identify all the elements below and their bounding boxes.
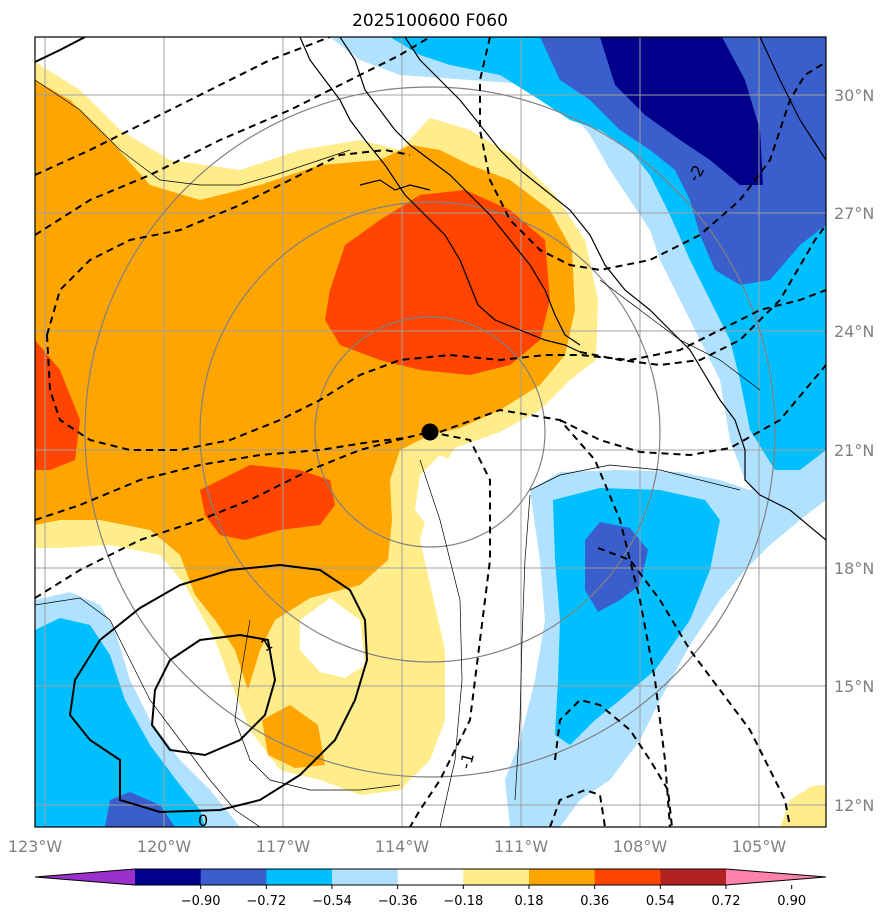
map-plot-area: 0 1 -1 -2: [35, 37, 826, 830]
lon-label-117w: 117°W: [256, 837, 311, 856]
fill-cyan-southwest: [35, 618, 205, 827]
anomaly-fill: [35, 37, 826, 827]
fill-yellow-southeast: [780, 785, 826, 827]
colorbar-label: 0.72: [712, 894, 741, 909]
contour-label-neg-one: -1: [456, 751, 478, 771]
fill-navy-north: [600, 37, 763, 185]
colorbar-swatch: [135, 869, 202, 885]
colorbar-extend-low: [35, 869, 135, 885]
lon-label-111w: 111°W: [494, 837, 549, 856]
colorbar-swatch: [200, 869, 267, 885]
colorbar-swatch: [266, 869, 333, 885]
colorbar-swatch: [397, 869, 464, 885]
colorbar-label: −0.72: [246, 894, 286, 909]
colorbar-label: −0.90: [181, 894, 221, 909]
fill-blue-north: [540, 37, 826, 285]
fill-white-hole: [415, 455, 470, 530]
fill-orange-south: [262, 705, 325, 768]
longitude-labels: 123°W 120°W 117°W 114°W 111°W 108°W 105°…: [8, 837, 787, 856]
lon-label-108w: 108°W: [613, 837, 668, 856]
fill-red-north: [325, 190, 550, 375]
lat-label-12n: 12°N: [834, 796, 874, 815]
coastlines: [299, 37, 826, 541]
lon-label-114w: 114°W: [375, 837, 430, 856]
lat-label-21n: 21°N: [834, 441, 874, 460]
map-frame: [34, 36, 827, 828]
colorbar-outline: [34, 868, 827, 886]
fill-red-west: [35, 340, 80, 470]
fill-red-central: [200, 465, 335, 540]
latitude-labels: 30°N 27°N 24°N 21°N 18°N 15°N 12°N: [834, 86, 874, 815]
colorbar-label: 0.18: [515, 894, 544, 909]
colorbar-label: −0.36: [378, 894, 418, 909]
lon-label-123w: 123°W: [8, 837, 63, 856]
lat-label-30n: 30°N: [834, 86, 874, 105]
colorbar-swatch: [594, 869, 661, 885]
lat-label-24n: 24°N: [834, 322, 874, 341]
colorbar-swatch: [529, 869, 596, 885]
colorbar: −0.90 −0.72 −0.54 −0.36 −0.18 0.18 0.36 0.54 0.7…: [34, 868, 827, 909]
colorbar-label: 0.36: [580, 894, 609, 909]
colorbar-swatch: [332, 869, 399, 885]
lon-label-105w: 105°W: [732, 837, 787, 856]
colorbar-label: 0.90: [777, 894, 806, 909]
borders-thin: [35, 79, 761, 827]
colorbar-swatch: [463, 869, 530, 885]
storm-center-marker: [421, 423, 439, 441]
chart-title: 2025100600 F060: [352, 11, 508, 31]
lon-label-120w: 120°W: [137, 837, 192, 856]
dashed-contours: [35, 37, 826, 827]
lat-label-15n: 15°N: [834, 677, 874, 696]
colorbar-swatch: [660, 869, 727, 885]
colorbar-label: −0.54: [312, 894, 352, 909]
lat-label-27n: 27°N: [834, 204, 874, 223]
contour-label-zero: 0: [198, 811, 208, 830]
solid-contours: [35, 37, 369, 814]
range-rings: [84, 86, 776, 778]
colorbar-label: −0.18: [443, 894, 483, 909]
lat-label-18n: 18°N: [834, 559, 874, 578]
fill-white-hole-south: [300, 598, 365, 678]
colorbar-extend-high: [726, 869, 826, 885]
colorbar-label: 0.54: [646, 894, 675, 909]
